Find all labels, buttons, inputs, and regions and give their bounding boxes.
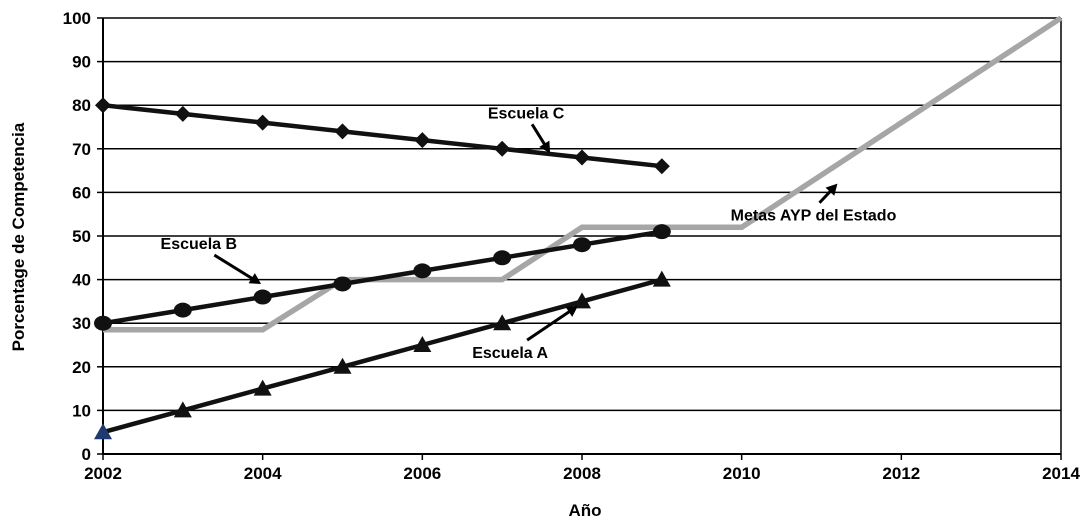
annotation-arrowhead-metas-ayp-del-estado bbox=[825, 183, 838, 196]
annotations: Escuela C Escuela B Escuela A Metas AYP del… bbox=[161, 105, 897, 362]
x-tick-label: 2012 bbox=[882, 464, 920, 483]
annotation-arrowhead-escuela-a bbox=[565, 305, 579, 317]
annotation-escuela-c: Escuela C bbox=[488, 105, 565, 122]
x-tick-label: 2004 bbox=[244, 464, 282, 483]
data-point-diamond bbox=[174, 105, 191, 122]
axes: 0 10 20 30 40 50 60 70 80 90 100 2002 2004 2006 2008 20… bbox=[63, 9, 1081, 483]
data-point-diamond bbox=[574, 149, 590, 166]
data-point-diamond bbox=[95, 97, 111, 114]
y-tick-label: 60 bbox=[72, 183, 91, 202]
data-point-triangle bbox=[253, 379, 272, 396]
data-point-triangle bbox=[94, 423, 112, 440]
series-escuela-c bbox=[95, 97, 670, 175]
series-escuela-b bbox=[94, 224, 671, 331]
data-point-circle bbox=[493, 250, 512, 266]
series-group bbox=[94, 15, 1063, 440]
x-tick-label: 2008 bbox=[563, 464, 601, 483]
y-tick-label: 70 bbox=[72, 140, 91, 159]
y-tick-label: 30 bbox=[72, 314, 91, 333]
y-tick-label: 50 bbox=[72, 227, 91, 246]
y-tick-label: 90 bbox=[72, 53, 91, 72]
data-point-circle bbox=[253, 289, 272, 305]
y-tick-label: 100 bbox=[63, 9, 91, 28]
annotation-arrowhead-escuela-b bbox=[248, 273, 262, 284]
data-point-circle bbox=[573, 237, 591, 253]
data-point-diamond bbox=[254, 114, 271, 131]
x-axis-title: Año bbox=[568, 501, 601, 520]
data-point-triangle bbox=[493, 314, 512, 331]
series-escuela-a bbox=[94, 270, 671, 440]
x-tick-label: 2010 bbox=[723, 464, 761, 483]
annotation-arrow-escuela-a bbox=[526, 307, 574, 342]
data-point-circle bbox=[652, 224, 671, 240]
data-point-triangle bbox=[573, 292, 591, 309]
series-metas-ayp-del-estado bbox=[103, 15, 1063, 333]
series-line-metas-ayp-del-estado bbox=[103, 15, 1063, 333]
data-point-triangle bbox=[173, 401, 192, 418]
annotation-arrowhead-escuela-c bbox=[539, 140, 551, 154]
x-tick-label: 2002 bbox=[84, 464, 122, 483]
data-point-diamond bbox=[334, 123, 351, 140]
series-line-escuela-a bbox=[102, 277, 663, 435]
gridlines bbox=[103, 17, 1061, 455]
y-tick-label: 10 bbox=[72, 401, 91, 420]
x-tick-label: 2014 bbox=[1042, 464, 1080, 483]
series-line-escuela-c bbox=[102, 102, 663, 169]
y-tick-label: 0 bbox=[82, 445, 91, 464]
data-point-diamond bbox=[653, 158, 670, 175]
series-line-escuela-b bbox=[102, 229, 663, 326]
annotation-escuela-a: Escuela A bbox=[472, 345, 548, 362]
data-point-diamond bbox=[414, 132, 431, 149]
data-point-diamond bbox=[494, 140, 511, 157]
x-tick-label: 2006 bbox=[403, 464, 441, 483]
annotation-metas-ayp-del-estado: Metas AYP del Estado bbox=[731, 208, 897, 225]
y-axis-title: Porcentage de Competencia bbox=[9, 122, 28, 351]
y-tick-label: 20 bbox=[72, 358, 91, 377]
data-point-circle bbox=[94, 315, 112, 331]
data-point-circle bbox=[173, 302, 192, 318]
y-tick-label: 80 bbox=[72, 96, 91, 115]
data-point-triangle bbox=[333, 357, 352, 374]
annotation-arrow-escuela-b bbox=[213, 253, 257, 283]
data-point-triangle bbox=[652, 270, 671, 287]
annotation-escuela-b: Escuela B bbox=[161, 236, 237, 253]
data-point-circle bbox=[333, 276, 352, 292]
y-tick-label: 40 bbox=[72, 271, 91, 290]
data-point-circle bbox=[413, 263, 432, 279]
data-point-triangle bbox=[413, 336, 432, 352]
